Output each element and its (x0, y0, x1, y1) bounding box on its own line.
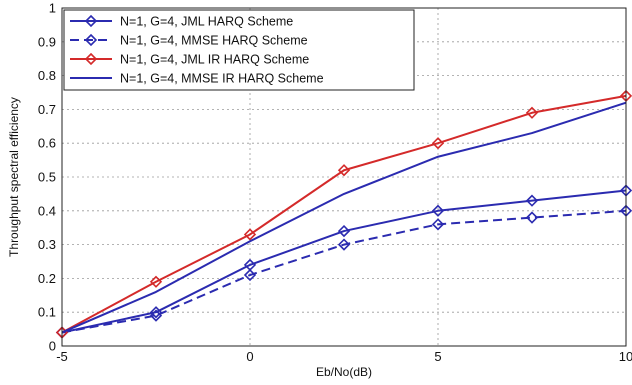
series-4 (61, 101, 627, 334)
legend-item: N=1, G=4, MMSE HARQ Scheme (70, 34, 308, 48)
legend-box (63, 9, 415, 91)
x-tick-label: 10 (619, 349, 632, 364)
y-tick-label: 0.4 (38, 203, 56, 218)
y-tick-label: 0.6 (38, 136, 56, 151)
data-point (243, 268, 257, 282)
legend-marker (84, 33, 98, 47)
x-tick-label: -5 (56, 349, 68, 364)
legend-marker (84, 52, 98, 66)
data-point (431, 218, 445, 231)
y-tick-label: 1 (49, 1, 56, 16)
y-tick-label: 0.5 (38, 170, 56, 185)
y-axis-label: Throughput spectral efficiency (7, 97, 21, 257)
legend-marker (84, 14, 98, 28)
data-point (149, 275, 163, 288)
x-axis-label: Eb/No(dB) (316, 365, 372, 379)
legend: N=1, G=4, JML HARQ Scheme N=1, G=4, MMSE … (63, 9, 415, 91)
data-point (337, 238, 351, 251)
data-point (149, 306, 163, 319)
legend-label: N=1, G=4, MMSE IR HARQ Scheme (120, 72, 324, 86)
plot-frame (61, 7, 627, 347)
y-tick-label: 0.8 (38, 68, 56, 83)
series-line (61, 209, 627, 334)
series-line (61, 101, 627, 334)
data-point (525, 106, 539, 119)
grid (62, 8, 626, 346)
y-tick-label: 0.7 (38, 102, 56, 117)
x-tick-label: 0 (246, 349, 253, 364)
data-point (337, 164, 351, 177)
legend-label: N=1, G=4, JML IR HARQ Scheme (120, 53, 309, 67)
data-point (243, 228, 257, 241)
y-tick-label: 0.1 (38, 305, 56, 320)
legend-item: N=1, G=4, JML IR HARQ Scheme (70, 53, 309, 67)
data-point (431, 137, 445, 150)
legend-label: N=1, G=4, MMSE HARQ Scheme (120, 34, 308, 48)
y-tick-label: 0.2 (38, 271, 56, 286)
y-tick-label: 0 (49, 339, 56, 354)
data-point (525, 194, 539, 207)
series-group (55, 89, 632, 339)
data-point (525, 211, 539, 224)
y-tick-label: 0.9 (38, 34, 56, 49)
data-point (337, 224, 351, 238)
legend-item: N=1, G=4, MMSE IR HARQ Scheme (70, 72, 324, 86)
x-tick-label: 5 (434, 349, 441, 364)
series-1 (55, 184, 632, 339)
legend-item: N=1, G=4, JML HARQ Scheme (70, 15, 293, 29)
legend-label: N=1, G=4, JML HARQ Scheme (120, 15, 293, 29)
data-point (431, 204, 445, 217)
y-tick-label: 0.3 (38, 237, 56, 252)
series-line (61, 94, 627, 334)
series-line (61, 189, 627, 334)
data-point (149, 309, 163, 322)
